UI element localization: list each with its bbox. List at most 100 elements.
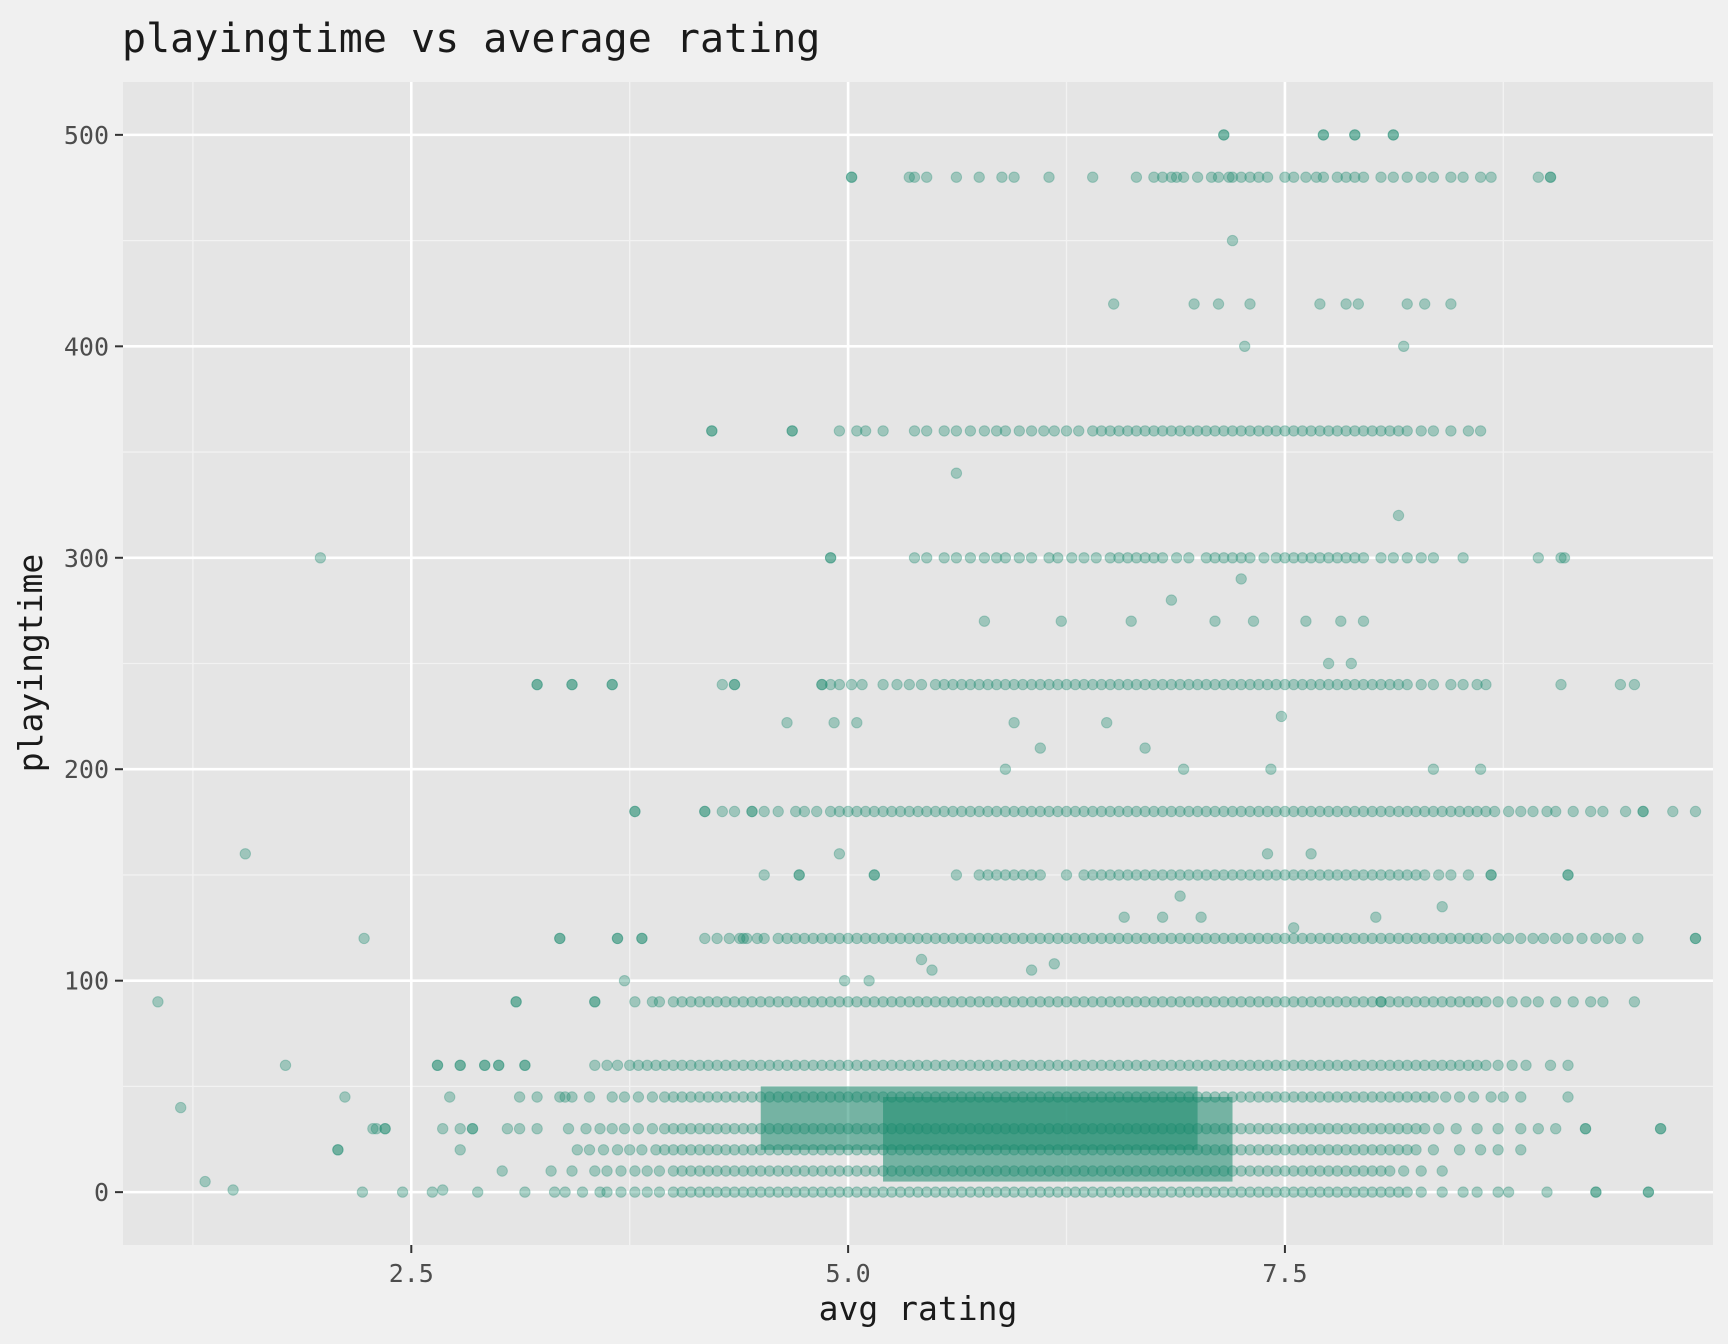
data-point bbox=[973, 1144, 985, 1156]
data-point bbox=[1226, 425, 1239, 437]
data-point bbox=[790, 996, 802, 1008]
data-point bbox=[1043, 932, 1055, 945]
data-point bbox=[1148, 1144, 1160, 1156]
data-point bbox=[1200, 1144, 1213, 1156]
data-point bbox=[1122, 1123, 1134, 1135]
data-point bbox=[1191, 1165, 1204, 1177]
data-point bbox=[728, 678, 741, 691]
data-point bbox=[1340, 1144, 1352, 1156]
data-point bbox=[1008, 996, 1020, 1008]
data-point bbox=[1471, 1123, 1483, 1135]
data-point bbox=[798, 1186, 811, 1198]
data-point bbox=[859, 1186, 872, 1198]
data-point bbox=[676, 996, 688, 1008]
data-point bbox=[824, 1165, 837, 1177]
data-point bbox=[737, 996, 749, 1008]
data-point bbox=[877, 1144, 889, 1156]
data-point bbox=[1052, 1144, 1064, 1156]
data-point bbox=[816, 678, 828, 691]
data-point bbox=[851, 1144, 863, 1156]
data-point bbox=[426, 1186, 438, 1198]
data-point bbox=[1314, 1186, 1326, 1198]
data-point bbox=[903, 1123, 915, 1135]
data-point bbox=[1349, 869, 1361, 881]
data-point bbox=[1392, 932, 1405, 945]
data-point bbox=[1436, 1186, 1448, 1198]
data-point bbox=[1034, 805, 1047, 818]
data-point bbox=[1562, 869, 1574, 881]
data-point bbox=[1305, 678, 1317, 691]
data-point bbox=[1095, 678, 1108, 691]
data-point bbox=[1087, 425, 1099, 437]
data-point bbox=[1366, 932, 1379, 945]
data-point bbox=[1218, 1144, 1230, 1156]
data-point bbox=[833, 848, 846, 860]
data-point bbox=[1130, 1059, 1143, 1072]
data-point bbox=[1305, 1091, 1317, 1103]
data-point bbox=[990, 552, 1003, 564]
data-point bbox=[1052, 552, 1064, 564]
data-point bbox=[1541, 1186, 1553, 1198]
data-point bbox=[1462, 425, 1475, 437]
data-point bbox=[1025, 1091, 1038, 1103]
data-point bbox=[1087, 678, 1099, 691]
data-point bbox=[1209, 869, 1221, 881]
data-point bbox=[1637, 805, 1649, 818]
data-point bbox=[894, 996, 907, 1008]
data-point bbox=[1331, 996, 1344, 1008]
data-point bbox=[956, 805, 968, 818]
data-point bbox=[793, 869, 805, 881]
data-point bbox=[685, 1186, 697, 1198]
data-point bbox=[1130, 932, 1143, 945]
data-point bbox=[903, 932, 915, 945]
data-point bbox=[1052, 1059, 1064, 1072]
data-point bbox=[833, 1165, 846, 1177]
data-point bbox=[1200, 552, 1213, 564]
data-point bbox=[790, 1059, 802, 1072]
data-point bbox=[1170, 171, 1183, 183]
data-point bbox=[1052, 996, 1064, 1008]
data-point bbox=[1544, 171, 1557, 183]
data-point bbox=[1314, 298, 1326, 310]
data-point bbox=[332, 1144, 344, 1156]
data-point bbox=[1562, 1091, 1574, 1103]
data-point bbox=[755, 1144, 767, 1156]
data-point bbox=[1174, 1186, 1186, 1198]
data-point bbox=[1017, 996, 1029, 1008]
data-point bbox=[1314, 1165, 1326, 1177]
data-point bbox=[921, 425, 933, 437]
data-point bbox=[842, 1165, 854, 1177]
data-point bbox=[728, 1123, 741, 1135]
data-point bbox=[720, 1144, 732, 1156]
data-point bbox=[199, 1175, 211, 1188]
data-point bbox=[1195, 911, 1207, 923]
data-point bbox=[859, 1091, 872, 1103]
data-point bbox=[947, 996, 959, 1008]
data-point bbox=[1017, 869, 1029, 881]
data-point bbox=[999, 1165, 1012, 1177]
data-point bbox=[1104, 1144, 1116, 1156]
data-point bbox=[1069, 1144, 1082, 1156]
data-point bbox=[1261, 1059, 1274, 1072]
data-point bbox=[1375, 425, 1387, 437]
data-point bbox=[641, 1059, 653, 1072]
data-point bbox=[1244, 1186, 1256, 1198]
data-point bbox=[1357, 1186, 1370, 1198]
data-point bbox=[711, 1144, 723, 1156]
data-point bbox=[1614, 678, 1627, 691]
data-point bbox=[1261, 678, 1274, 691]
data-point bbox=[1366, 1059, 1379, 1072]
data-point bbox=[1095, 932, 1108, 945]
data-point bbox=[693, 1186, 706, 1198]
data-point bbox=[1357, 425, 1370, 437]
data-point bbox=[1471, 932, 1483, 945]
data-point bbox=[1279, 552, 1291, 564]
data-point bbox=[1436, 901, 1448, 913]
data-point bbox=[629, 805, 641, 818]
data-point bbox=[1410, 805, 1422, 818]
data-point bbox=[1095, 805, 1108, 818]
data-point bbox=[1296, 425, 1309, 437]
data-point bbox=[1288, 552, 1300, 564]
data-point bbox=[1108, 298, 1120, 310]
data-point bbox=[894, 932, 907, 945]
